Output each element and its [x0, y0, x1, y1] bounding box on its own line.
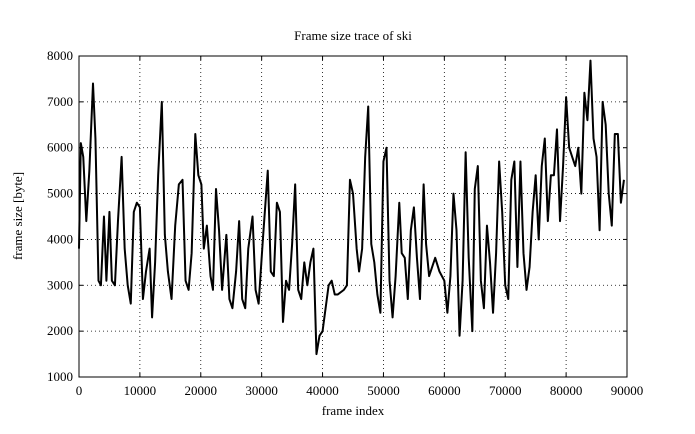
y-tick-label: 1000	[47, 369, 73, 384]
y-tick-label: 4000	[47, 231, 73, 246]
y-tick-label: 2000	[47, 323, 73, 338]
data-line	[78, 59, 625, 356]
x-tick-label: 20000	[185, 383, 218, 398]
x-tick-label: 10000	[124, 383, 157, 398]
y-tick-label: 6000	[47, 140, 73, 155]
x-tick-label: 80000	[550, 383, 583, 398]
x-tick-label: 50000	[367, 383, 400, 398]
x-tick-label: 60000	[428, 383, 461, 398]
y-tick-label: 5000	[47, 186, 73, 201]
x-tick-label: 0	[76, 383, 83, 398]
y-axis-label: frame size [byte]	[10, 172, 25, 260]
x-tick-label: 70000	[489, 383, 522, 398]
y-tick-label: 3000	[47, 277, 73, 292]
y-tick-label: 7000	[47, 94, 73, 109]
x-tick-label: 30000	[245, 383, 278, 398]
y-tick-label: 8000	[47, 48, 73, 63]
x-axis-label: frame index	[322, 403, 385, 418]
chart-title: Frame size trace of ski	[294, 28, 412, 43]
x-tick-label: 90000	[611, 383, 644, 398]
x-tick-label: 40000	[306, 383, 339, 398]
